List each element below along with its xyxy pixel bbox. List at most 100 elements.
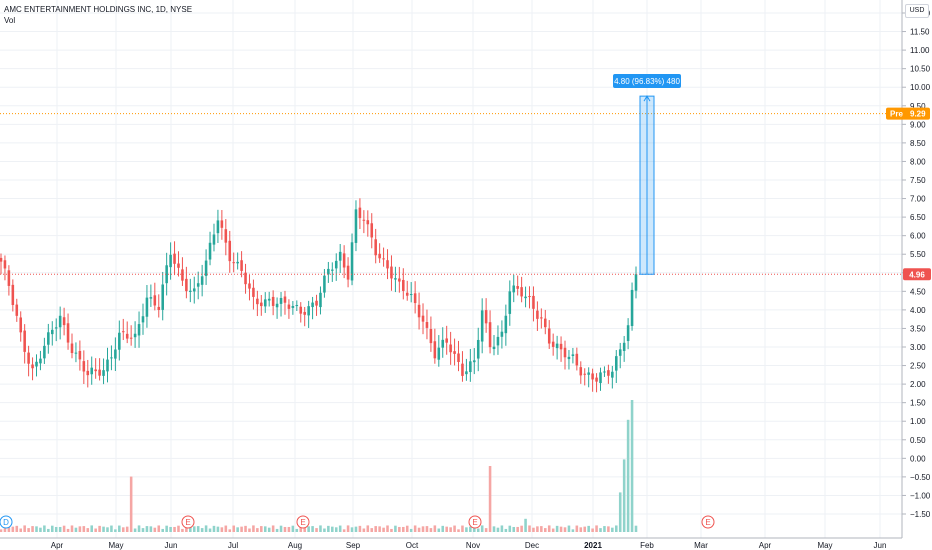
candle-body bbox=[425, 322, 429, 328]
candle-body bbox=[524, 296, 527, 299]
chart-legend: AMC ENTERTAINMENT HOLDINGS INC, 1D, NYSE… bbox=[4, 4, 192, 26]
premarket-value: 9.29 bbox=[910, 110, 926, 119]
candle-body bbox=[157, 306, 161, 310]
candle-body bbox=[433, 341, 437, 359]
candle-body bbox=[236, 261, 239, 264]
volume-bar bbox=[488, 466, 492, 532]
volume-bar bbox=[153, 527, 157, 532]
volume-bar bbox=[461, 525, 464, 532]
volume-bar bbox=[98, 525, 101, 532]
candle-body bbox=[141, 316, 145, 323]
candle-body bbox=[634, 274, 638, 291]
candle-body bbox=[544, 318, 547, 328]
candle-body bbox=[370, 223, 374, 238]
event-marker-letter: E bbox=[300, 518, 305, 527]
candle-body bbox=[98, 369, 101, 376]
volume-bar bbox=[520, 525, 523, 532]
volume-bar bbox=[532, 527, 535, 532]
x-tick-label: 2021 bbox=[584, 541, 602, 550]
candle-body bbox=[323, 275, 326, 293]
candle-body bbox=[342, 253, 346, 268]
y-tick-label: 4.50 bbox=[910, 287, 926, 296]
volume-bar bbox=[595, 525, 598, 532]
y-tick-label: 10.00 bbox=[910, 83, 931, 92]
x-tick-label: Jun bbox=[165, 541, 178, 550]
candle-body bbox=[129, 337, 133, 339]
volume-bar bbox=[614, 525, 618, 532]
candle-body bbox=[252, 287, 255, 297]
measure-label: 4.80 (96.83%) 480 bbox=[614, 77, 680, 86]
y-tick-label: 7.50 bbox=[910, 176, 926, 185]
volume-bar bbox=[315, 528, 318, 532]
earnings-marker[interactable] bbox=[181, 515, 195, 529]
candle-body bbox=[591, 373, 594, 380]
candle-body bbox=[614, 356, 618, 371]
candle-body bbox=[165, 265, 168, 284]
volume-bar bbox=[299, 525, 303, 532]
volume-bar bbox=[47, 528, 50, 532]
volume-bar bbox=[267, 527, 271, 532]
candle-body bbox=[559, 343, 563, 350]
earnings-marker[interactable] bbox=[296, 515, 310, 529]
volume-bar bbox=[82, 526, 86, 532]
premarket-tag bbox=[886, 107, 930, 120]
volume-bar bbox=[583, 526, 587, 532]
volume-bar bbox=[551, 528, 555, 532]
y-tick-label: 2.00 bbox=[910, 380, 926, 389]
x-tick-label: Jun bbox=[874, 541, 887, 550]
y-tick-label: 1.50 bbox=[910, 399, 926, 408]
volume-bar bbox=[7, 527, 11, 532]
candle-body bbox=[94, 369, 97, 372]
volume-bar bbox=[563, 527, 567, 532]
candle-body bbox=[457, 353, 460, 363]
volume-bar bbox=[149, 526, 153, 532]
volume-bar bbox=[536, 526, 539, 532]
volume-bar bbox=[283, 526, 287, 532]
volume-bar bbox=[66, 528, 70, 532]
candle-body bbox=[583, 373, 587, 375]
dividend-marker[interactable] bbox=[0, 515, 13, 529]
candle-body bbox=[334, 260, 338, 269]
y-tick-label: 10.50 bbox=[910, 65, 931, 74]
candle-body bbox=[220, 220, 224, 228]
x-tick-label: May bbox=[817, 541, 832, 550]
candle-body bbox=[279, 297, 283, 304]
volume-bar bbox=[587, 525, 590, 532]
candle-body bbox=[19, 317, 23, 333]
candle-body bbox=[7, 270, 11, 286]
volume-bar bbox=[607, 526, 610, 532]
volume-bar bbox=[350, 527, 354, 532]
y-tick-label: 9.00 bbox=[910, 120, 926, 129]
candle-body bbox=[398, 278, 401, 282]
candle-body bbox=[413, 293, 417, 304]
candle-body bbox=[488, 322, 492, 348]
candle-body bbox=[409, 294, 413, 296]
candle-body bbox=[35, 361, 38, 367]
currency-badge[interactable]: USD bbox=[905, 4, 929, 18]
candle-body bbox=[492, 346, 496, 350]
y-tick-label: 3.50 bbox=[910, 324, 926, 333]
candle-body bbox=[204, 260, 208, 276]
volume-bar bbox=[362, 528, 366, 532]
candle-body bbox=[208, 242, 212, 260]
event-marker-letter: E bbox=[472, 518, 477, 527]
candle-body bbox=[630, 289, 634, 327]
x-tick-label: Mar bbox=[694, 541, 708, 550]
volume-bar bbox=[185, 525, 188, 532]
candle-body bbox=[476, 339, 480, 359]
candle-body bbox=[469, 361, 472, 373]
y-tick-label: 0.00 bbox=[910, 454, 926, 463]
candle-body bbox=[118, 332, 121, 350]
earnings-marker[interactable] bbox=[701, 515, 715, 529]
volume-bar bbox=[437, 528, 441, 532]
earnings-marker[interactable] bbox=[468, 515, 482, 529]
volume-bar bbox=[279, 525, 283, 532]
candle-body bbox=[31, 364, 34, 369]
candle-body bbox=[125, 333, 129, 339]
y-tick-label: 11.50 bbox=[910, 28, 930, 37]
volume-bar bbox=[54, 526, 58, 532]
symbol-title: AMC ENTERTAINMENT HOLDINGS INC, 1D, NYSE bbox=[4, 5, 193, 14]
volume-bar bbox=[165, 525, 168, 532]
